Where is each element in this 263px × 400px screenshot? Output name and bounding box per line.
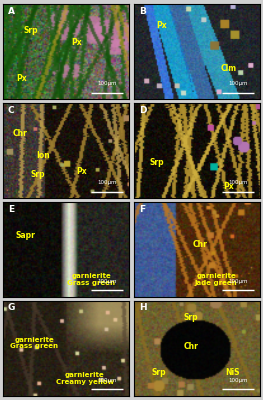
Text: H: H: [139, 303, 146, 312]
Text: C: C: [8, 106, 14, 115]
Text: Chr: Chr: [13, 129, 28, 138]
Text: Srp: Srp: [183, 313, 198, 322]
Text: Creamy yellow: Creamy yellow: [56, 379, 114, 385]
Text: garnierite: garnierite: [196, 273, 236, 279]
Text: 100μm: 100μm: [97, 81, 117, 86]
Text: 100μm: 100μm: [229, 279, 248, 284]
Text: Srp: Srp: [23, 26, 38, 35]
Text: 100μm: 100μm: [229, 378, 248, 383]
Text: 100μm: 100μm: [229, 180, 248, 185]
Text: Grass green: Grass green: [67, 280, 115, 286]
Text: Srp: Srp: [152, 368, 166, 377]
Text: Clm: Clm: [221, 64, 237, 74]
Text: Srp: Srp: [31, 170, 45, 179]
Text: Chr: Chr: [192, 240, 207, 249]
Text: Ion: Ion: [36, 151, 50, 160]
Text: A: A: [8, 7, 15, 16]
Text: garnierite: garnierite: [72, 273, 111, 279]
Text: Px: Px: [223, 182, 234, 191]
Text: 100μm: 100μm: [97, 378, 117, 383]
Text: Px: Px: [76, 167, 87, 176]
Text: Chr: Chr: [183, 342, 198, 351]
Text: 100μm: 100μm: [97, 180, 117, 185]
Text: Sapr: Sapr: [16, 230, 35, 240]
Text: garnierite: garnierite: [65, 372, 105, 378]
Text: Grass green: Grass green: [10, 343, 58, 349]
Text: F: F: [139, 204, 145, 214]
Text: 100μm: 100μm: [97, 279, 117, 284]
Text: Px: Px: [16, 74, 27, 83]
Text: NiS: NiS: [225, 368, 240, 377]
Text: Px: Px: [71, 38, 82, 47]
Text: B: B: [139, 7, 146, 16]
Text: garnierite: garnierite: [14, 337, 54, 343]
Text: D: D: [139, 106, 146, 115]
Text: Srp: Srp: [149, 158, 164, 166]
Text: Px: Px: [156, 20, 167, 30]
Text: 100μm: 100μm: [229, 81, 248, 86]
Text: E: E: [8, 204, 14, 214]
Text: Jade green: Jade green: [195, 280, 237, 286]
Text: G: G: [8, 303, 15, 312]
